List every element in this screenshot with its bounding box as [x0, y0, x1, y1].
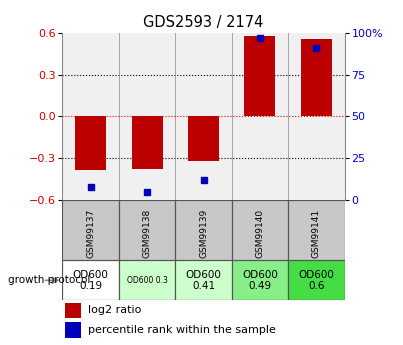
Text: GSM99137: GSM99137 — [86, 209, 95, 258]
Text: GSM99138: GSM99138 — [143, 209, 152, 258]
Text: GSM99139: GSM99139 — [199, 209, 208, 258]
Bar — [119, 200, 175, 260]
Bar — [301, 39, 332, 117]
Text: OD600 0.3: OD600 0.3 — [127, 276, 168, 285]
Bar — [175, 260, 232, 300]
Text: OD600
0.49: OD600 0.49 — [242, 269, 278, 291]
Bar — [288, 260, 345, 300]
Text: OD600
0.6: OD600 0.6 — [298, 269, 334, 291]
Text: growth protocol: growth protocol — [8, 275, 90, 285]
Text: GSM99140: GSM99140 — [256, 209, 264, 258]
Text: OD600
0.41: OD600 0.41 — [185, 269, 222, 291]
Bar — [245, 36, 276, 117]
Bar — [188, 117, 219, 161]
Bar — [288, 200, 345, 260]
Text: GSM99141: GSM99141 — [312, 209, 321, 258]
Bar — [232, 260, 288, 300]
Bar — [119, 260, 175, 300]
Bar — [65, 303, 81, 318]
Bar — [175, 200, 232, 260]
Bar — [75, 117, 106, 170]
Title: GDS2593 / 2174: GDS2593 / 2174 — [143, 15, 264, 30]
Text: percentile rank within the sample: percentile rank within the sample — [88, 325, 276, 335]
Bar — [65, 322, 81, 338]
Bar — [62, 200, 119, 260]
Bar — [62, 260, 119, 300]
Bar — [132, 117, 163, 169]
Bar — [232, 200, 288, 260]
Text: log2 ratio: log2 ratio — [88, 305, 141, 315]
Text: OD600
0.19: OD600 0.19 — [73, 269, 109, 291]
